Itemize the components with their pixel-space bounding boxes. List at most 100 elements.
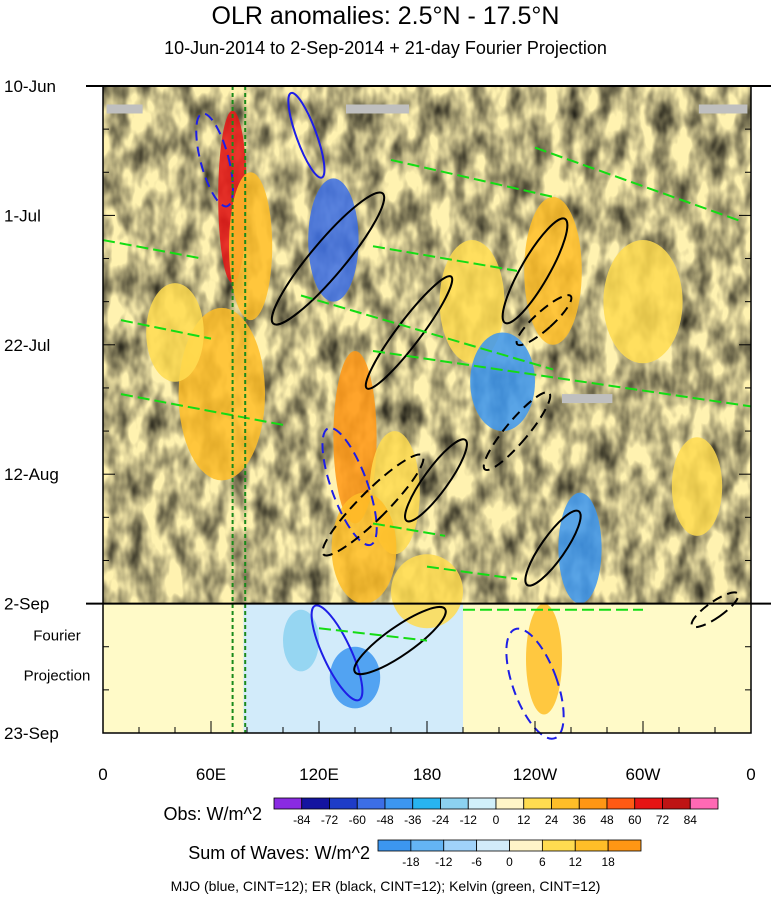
obs-colorbar-tick-label: 12 xyxy=(517,813,531,827)
missing-data-bar xyxy=(106,104,143,114)
obs-colorbar-swatch xyxy=(634,797,663,810)
er-contour xyxy=(404,438,468,523)
y-tick-label: 2-Sep xyxy=(4,595,49,614)
projection-label: Fourier xyxy=(33,628,81,645)
y-tick-label: 23-Sep xyxy=(4,724,59,743)
y-tick-label: 1-Jul xyxy=(4,206,41,225)
obs-colorbar-swatch xyxy=(662,797,691,810)
x-tick-label: 60W xyxy=(626,765,661,784)
kelvin-contour xyxy=(390,158,554,198)
mjo-contour xyxy=(195,112,234,208)
kelvin-contour xyxy=(318,627,428,642)
mjo-contour xyxy=(287,91,326,179)
obs-colorbar-swatch xyxy=(356,797,386,810)
y-tick-label: 12-Aug xyxy=(4,465,59,484)
kelvin-contour xyxy=(426,565,518,580)
obs-colorbar-swatch xyxy=(273,797,303,810)
chart-subtitle: 10-Jun-2014 to 2-Sep-2014 + 21-day Fouri… xyxy=(164,38,607,58)
anomaly-blob xyxy=(229,172,273,321)
obs-colorbar-tick-label: 48 xyxy=(600,813,614,827)
anomaly-blob xyxy=(526,603,562,715)
obs-colorbar-swatch xyxy=(523,797,552,810)
waves-colorbar-tick-label: -6 xyxy=(471,855,482,869)
er-contour xyxy=(482,391,552,472)
obs-colorbar-swatch xyxy=(495,797,525,810)
mjo-contour xyxy=(310,604,364,702)
wave-legend-footer: MJO (blue, CINT=12); ER (black, CINT=12)… xyxy=(170,878,601,894)
waves-colorbar-swatch xyxy=(541,839,576,852)
anomaly-blob xyxy=(524,196,582,345)
waves-colorbar-swatch xyxy=(443,839,478,852)
kelvin-contour xyxy=(534,146,743,223)
er-contour xyxy=(353,606,447,676)
chart-title: OLR anomalies: 2.5°N - 17.5°N xyxy=(211,2,560,30)
er-contour xyxy=(515,294,573,347)
kelvin-contour xyxy=(372,522,446,537)
waves-colorbar-swatch xyxy=(509,839,543,852)
kelvin-contour xyxy=(120,393,284,426)
er-contour xyxy=(524,509,582,587)
obs-colorbar-title: Obs: W/m^2 xyxy=(164,804,262,824)
anomaly-blob xyxy=(333,350,377,524)
waves-colorbar-title: Sum of Waves: W/m^2 xyxy=(188,843,370,863)
obs-colorbar-swatch xyxy=(467,797,497,810)
obs-colorbar-swatch xyxy=(578,797,608,810)
obs-colorbar-tick-label: 0 xyxy=(493,813,500,827)
y-tick-label: 10-Jun xyxy=(4,77,56,96)
x-tick-label: 0 xyxy=(746,765,755,784)
obs-colorbar-tick-label: 24 xyxy=(545,813,559,827)
waves-colorbar-tick-label: 0 xyxy=(506,855,513,869)
kelvin-contour xyxy=(372,349,752,408)
er-contour xyxy=(501,217,569,325)
obs-colorbar-tick-label: -60 xyxy=(349,813,367,827)
missing-data-bar xyxy=(346,104,409,114)
anomaly-blob xyxy=(329,646,381,709)
x-tick-label: 120E xyxy=(299,765,339,784)
er-contour xyxy=(690,591,740,629)
x-tick-label: 0 xyxy=(98,765,107,784)
obs-colorbar-swatch xyxy=(551,797,580,810)
obs-colorbar-tick-label: 72 xyxy=(656,813,670,827)
waves-colorbar-swatch xyxy=(377,839,412,852)
y-tick-label: 22-Jul xyxy=(4,336,50,355)
waves-colorbar-swatch xyxy=(410,839,445,852)
obs-colorbar-tick-label: 60 xyxy=(628,813,642,827)
obs-colorbar-tick-label: -48 xyxy=(376,813,394,827)
obs-colorbar-swatch xyxy=(329,797,358,810)
waves-colorbar-swatch xyxy=(476,839,510,852)
anomaly-blob xyxy=(671,437,723,536)
obs-colorbar-swatch xyxy=(606,797,636,810)
obs-colorbar-swatch xyxy=(301,797,330,810)
waves-colorbar-swatch xyxy=(607,839,642,852)
obs-colorbar-tick-label: -36 xyxy=(404,813,422,827)
projection-label: Projection xyxy=(24,668,91,685)
missing-data-bar xyxy=(562,394,613,404)
anomaly-blob xyxy=(331,492,397,604)
anomaly-blob xyxy=(470,332,535,432)
anomaly-blob xyxy=(439,240,505,364)
obs-colorbar-tick-label: -12 xyxy=(460,813,478,827)
obs-colorbar-swatch xyxy=(440,797,469,810)
obs-colorbar-tick-label: -84 xyxy=(293,813,311,827)
waves-colorbar-tick-label: 12 xyxy=(569,855,583,869)
kelvin-contour xyxy=(120,319,212,340)
waves-colorbar-tick-label: 18 xyxy=(601,855,615,869)
er-contour xyxy=(321,453,425,557)
obs-colorbar-tick-label: -72 xyxy=(321,813,339,827)
kelvin-contour xyxy=(372,245,518,272)
obs-colorbar-tick-label: 84 xyxy=(684,813,698,827)
waves-colorbar-tick-label: -12 xyxy=(435,855,453,869)
waves-colorbar-tick-label: -18 xyxy=(402,855,420,869)
mjo-contour xyxy=(505,627,565,740)
anomaly-blob xyxy=(558,492,602,604)
x-tick-label: 120W xyxy=(513,765,557,784)
er-contour xyxy=(270,191,386,326)
x-tick-label: 60E xyxy=(196,765,226,784)
waves-colorbar-tick-label: 6 xyxy=(539,855,546,869)
obs-colorbar-swatch xyxy=(689,797,719,810)
missing-data-bar xyxy=(698,104,748,114)
x-tick-label: 180 xyxy=(413,765,441,784)
anomaly-blob xyxy=(308,178,359,302)
